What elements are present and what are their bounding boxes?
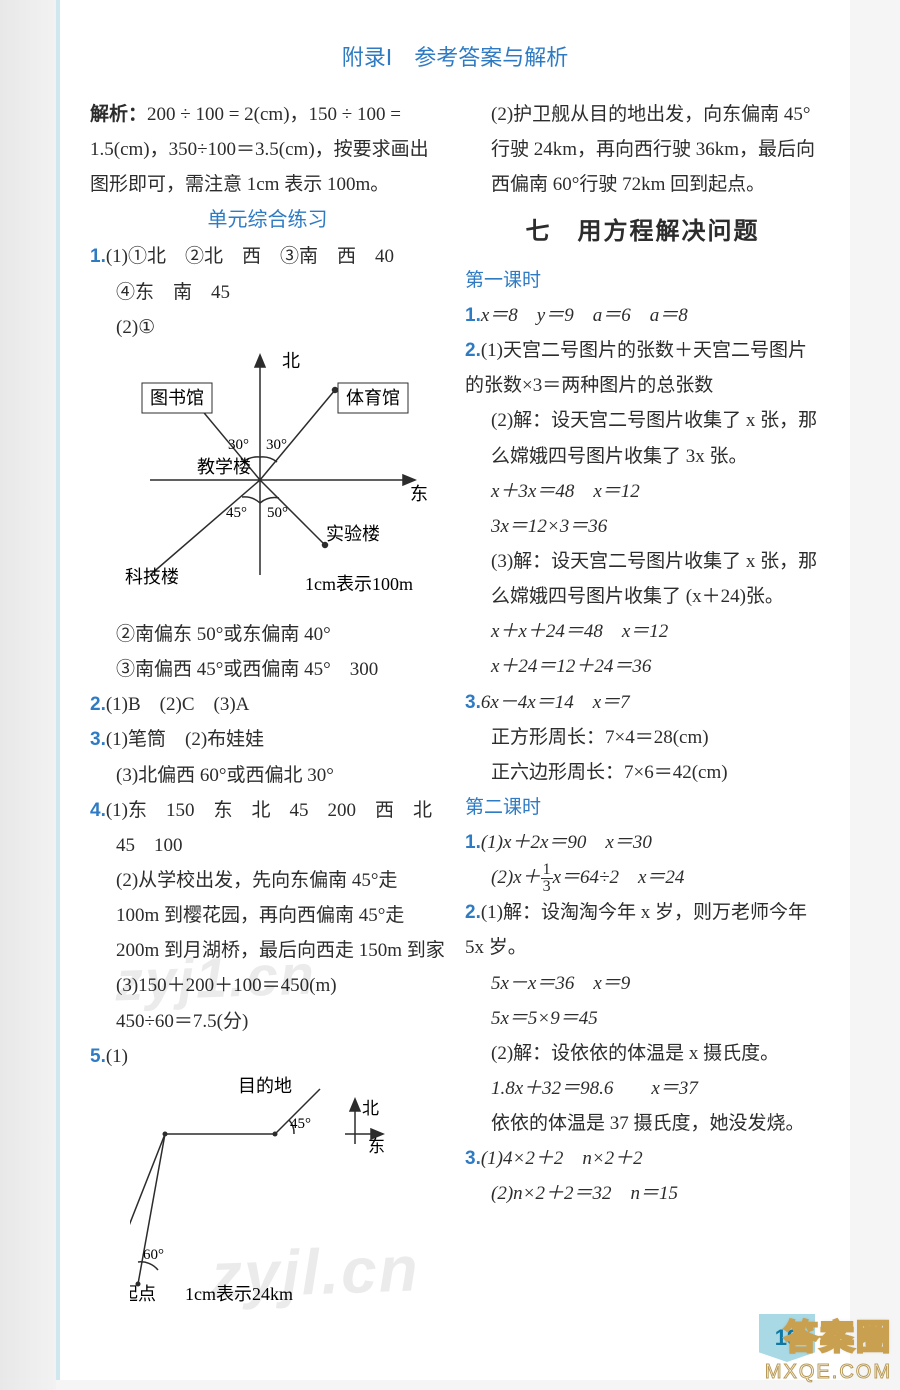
q1-text-1: (1)①北 ②北 西 ③南 西 40: [106, 246, 394, 267]
frac-d: 3: [541, 879, 553, 895]
d1-teach: 教学楼: [197, 457, 251, 477]
qnum-1: 1.: [90, 246, 106, 267]
q5: 5.(1): [90, 1039, 445, 1074]
route-diagram: 目的地 北 东 45° 60° 起点 1cm表示24km: [130, 1074, 390, 1304]
l2q2a: 2.(1)解：设淘淘今年 x 岁，则万老师今年 5x 岁。: [465, 895, 820, 965]
unit-heading: 单元综合练习: [90, 202, 445, 239]
q3a-text: (1)笔筒 (2)布娃娃: [106, 729, 264, 750]
r-qnum-3: 3.: [465, 692, 481, 713]
q3a: 3.(1)笔筒 (2)布娃娃: [90, 722, 445, 757]
l1q1-text: x＝8 y＝9 a＝6 a＝8: [481, 305, 688, 326]
d1-a50: 50°: [267, 505, 288, 521]
l1q2b-eq1: x＋3x＝48 x＝12: [465, 474, 820, 509]
q1-2c: ③南偏西 45°或西偏南 45° 300: [90, 652, 445, 687]
d1-gym: 体育馆: [346, 388, 400, 408]
qnum-5: 5.: [90, 1046, 106, 1067]
l2q1a-text: (1)x＋2x＝90 x＝30: [481, 832, 652, 853]
d2-east: 东: [368, 1137, 385, 1156]
d1-a30r: 30°: [266, 437, 287, 453]
d1-a30l: 30°: [228, 437, 249, 453]
q4a: 4.(1)东 150 东 北 45 200 西 北: [90, 793, 445, 828]
left-column: 解析：200 ÷ 100 = 2(cm)，150 ÷ 100 = 1.5(cm)…: [90, 97, 445, 1316]
d1-east: 东: [410, 484, 428, 504]
d1-tech: 科技楼: [125, 567, 179, 587]
q4c2: 450÷60＝7.5(分): [90, 1004, 445, 1039]
q1-line1: 1.(1)①北 ②北 西 ③南 西 40: [90, 239, 445, 274]
l1q1: 1.x＝8 y＝9 a＝6 a＝8: [465, 298, 820, 333]
d2-dest: 目的地: [238, 1076, 292, 1096]
l2q1b-post: x＝64÷2 x＝24: [553, 867, 685, 888]
brand-block: 答案圈 MXQE.COM: [765, 1310, 892, 1384]
l2q2a-eq2: 5x＝5×9＝45: [465, 1001, 820, 1036]
page-gutter: [0, 0, 56, 1390]
r-qnum-2: 2.: [465, 340, 481, 361]
section-title: 七 用方程解决问题: [465, 210, 820, 254]
l1q2c: (3)解：设天宫二号图片收集了 x 张，那么嫦娥四号图片收集了 (x＋24)张。: [465, 544, 820, 614]
l2q2b-eq2: 依依的体温是 37 摄氏度，她没发烧。: [465, 1106, 820, 1141]
frac-n: 1: [541, 862, 553, 879]
d2-start: 起点: [130, 1284, 156, 1304]
d1-scale: 1cm表示100m: [305, 574, 413, 594]
l1q2a-text: (1)天宫二号图片的张数＋天宫二号图片的张数×3＝两种图片的总张数: [465, 340, 807, 396]
lesson2: 第二课时: [465, 790, 820, 825]
q5-text: (1): [106, 1046, 128, 1067]
d1-library: 图书馆: [150, 388, 204, 408]
d2-north: 北: [362, 1099, 379, 1118]
l2q1b: (2)x＋13x＝64÷2 x＝24: [465, 860, 820, 895]
l2q1b-pre: (2)x＋: [491, 867, 541, 888]
compass-diagram: 图书馆 体育馆 北 东 教学楼 实验楼 科技楼 30° 30° 45° 50° …: [90, 345, 430, 605]
l2q3b: (2)n×2＋2＝32 n＝15: [465, 1176, 820, 1211]
qnum-2: 2.: [90, 694, 106, 715]
q1-line3: (2)①: [90, 310, 445, 345]
q4c: (3)150＋200＋100＝450(m): [90, 968, 445, 1003]
q1-line2: ④东 南 45: [90, 275, 445, 310]
q2-text: (1)B (2)C (3)A: [106, 694, 250, 715]
r-p1: (2)护卫舰从目的地出发，向东偏南 45°行驶 24km，再向西行驶 36km，…: [465, 97, 820, 202]
l2q2a-eq1: 5x－x＝36 x＝9: [465, 966, 820, 1001]
l1q2c-eq1: x＋x＋24＝48 x＝12: [465, 614, 820, 649]
right-column: (2)护卫舰从目的地出发，向东偏南 45°行驶 24km，再向西行驶 36km，…: [465, 97, 820, 1316]
l1q2c-eq2: x＋24＝12＋24＝36: [465, 649, 820, 684]
l1q3b: 正方形周长：7×4＝28(cm): [465, 720, 820, 755]
d2-scale: 1cm表示24km: [185, 1284, 293, 1304]
qnum-4: 4.: [90, 800, 106, 821]
q3b: (3)北偏西 60°或西偏北 30°: [90, 758, 445, 793]
brand-badge: 答案圈: [784, 1310, 892, 1359]
r-qnum-1: 1.: [465, 305, 481, 326]
l2q3a: 3.(1)4×2＋2 n×2＋2: [465, 1141, 820, 1176]
analysis-para: 解析：200 ÷ 100 = 2(cm)，150 ÷ 100 = 1.5(cm)…: [90, 97, 445, 202]
q2: 2.(1)B (2)C (3)A: [90, 687, 445, 722]
brand-url: MXQE.COM: [765, 1361, 892, 1384]
l2q2b-eq1: 1.8x＋32＝98.6 x＝37: [465, 1071, 820, 1106]
l1q2b-eq2: 3x＝12×3＝36: [465, 509, 820, 544]
d2-a45: 45°: [290, 1116, 311, 1132]
d1-a45: 45°: [226, 505, 247, 521]
d2-a60: 60°: [143, 1247, 164, 1263]
l2q3a-text: (1)4×2＋2 n×2＋2: [481, 1148, 643, 1169]
analysis-label: 解析：: [90, 104, 147, 125]
q4a2: 45 100: [90, 828, 445, 863]
l2q2b: (2)解：设依依的体温是 x 摄氏度。: [465, 1036, 820, 1071]
r2-qnum-2: 2.: [465, 902, 481, 923]
l2q2a-text: (1)解：设淘淘今年 x 岁，则万老师今年 5x 岁。: [465, 902, 807, 958]
d1-lab: 实验楼: [326, 524, 380, 544]
qnum-3: 3.: [90, 729, 106, 750]
l1q2a: 2.(1)天宫二号图片的张数＋天宫二号图片的张数×3＝两种图片的总张数: [465, 333, 820, 403]
l1q3a-text: 6x－4x＝14 x＝7: [481, 692, 630, 713]
page: 附录Ⅰ 参考答案与解析 解析：200 ÷ 100 = 2(cm)，150 ÷ 1…: [60, 0, 850, 1380]
l1q3a: 3.6x－4x＝14 x＝7: [465, 685, 820, 720]
q4b: (2)从学校出发，先向东偏南 45°走 100m 到樱花园，再向西偏南 45°走…: [90, 863, 445, 968]
l1q2b: (2)解：设天宫二号图片收集了 x 张，那么嫦娥四号图片收集了 3x 张。: [465, 403, 820, 473]
l1q3c: 正六边形周长：7×6＝42(cm): [465, 755, 820, 790]
lesson1: 第一课时: [465, 263, 820, 298]
r2-qnum-1: 1.: [465, 832, 481, 853]
l2q1a: 1.(1)x＋2x＝90 x＝30: [465, 825, 820, 860]
q4a-text: (1)东 150 东 北 45 200 西 北: [106, 800, 432, 821]
fraction-icon: 13: [541, 862, 553, 895]
page-header: 附录Ⅰ 参考答案与解析: [90, 40, 820, 72]
d1-north: 北: [282, 351, 300, 371]
q1-2b: ②南偏东 50°或东偏南 40°: [90, 617, 445, 652]
r2-qnum-3: 3.: [465, 1148, 481, 1169]
columns: 解析：200 ÷ 100 = 2(cm)，150 ÷ 100 = 1.5(cm)…: [90, 97, 820, 1316]
